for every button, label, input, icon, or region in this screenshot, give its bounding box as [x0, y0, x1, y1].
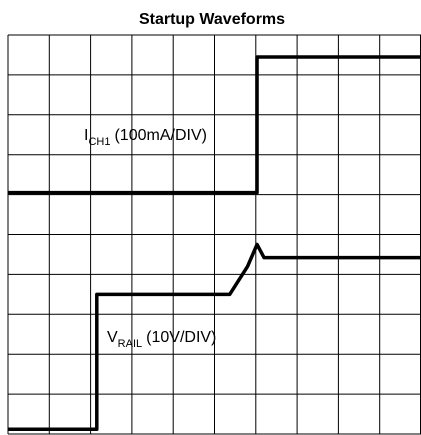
traces: [8, 55, 421, 431]
grid: [7, 34, 421, 435]
annotation-subscript: CH1: [88, 136, 110, 148]
annotation-subscript: RAIL: [118, 338, 142, 350]
chart-title: Startup Waveforms: [139, 11, 285, 28]
annotation-text: V: [107, 329, 118, 346]
trace: [8, 242, 421, 431]
annotation-text: I: [84, 127, 88, 144]
annotation: ICH1 (100mA/DIV): [84, 127, 207, 148]
annotation-suffix: (100mA/DIV): [114, 127, 206, 144]
annotation-suffix: (10V/DIV): [146, 329, 216, 346]
annotation: VRAIL (10V/DIV): [107, 329, 216, 350]
trace: [8, 55, 421, 195]
